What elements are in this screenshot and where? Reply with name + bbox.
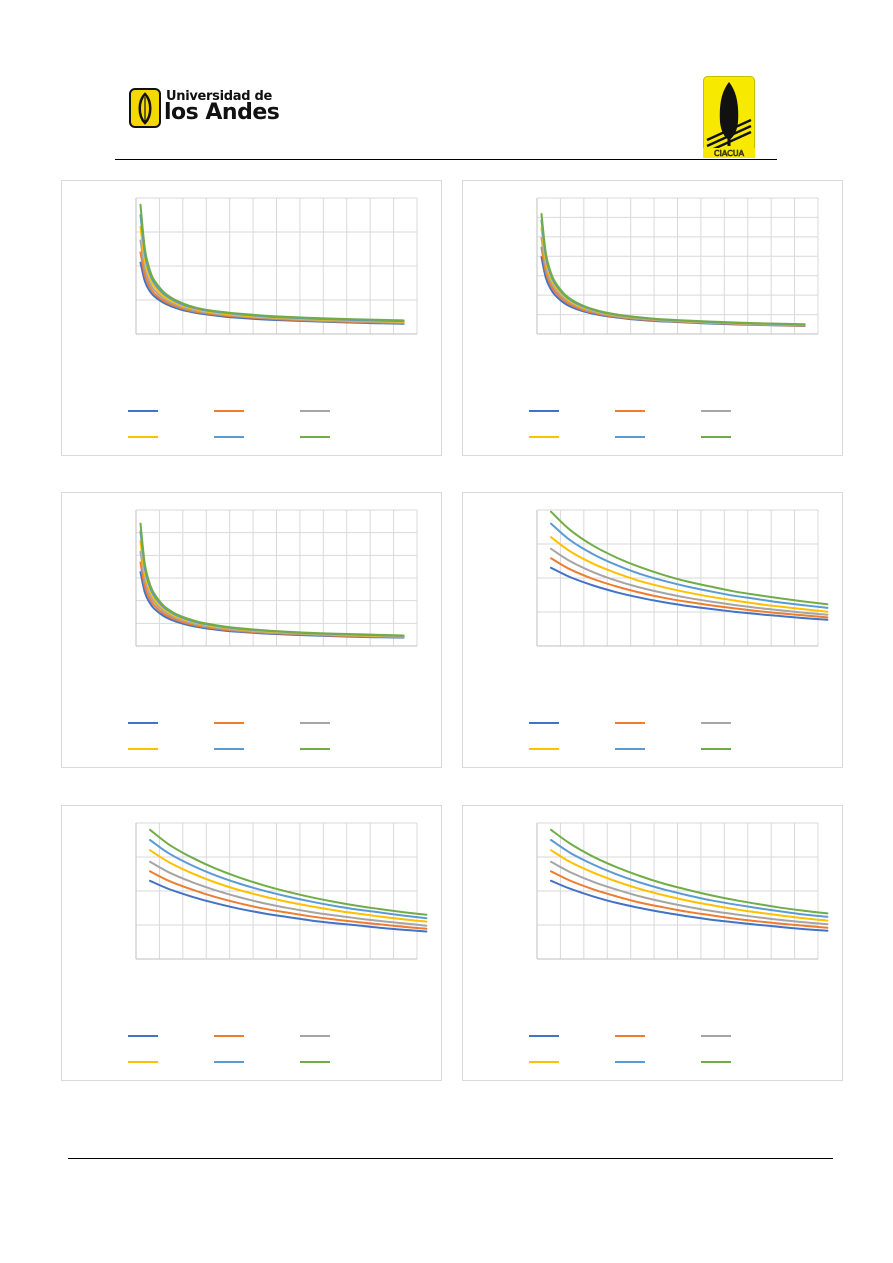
series-line-1: [139, 571, 405, 639]
chart-6: [529, 822, 829, 1063]
series-line-3: [139, 550, 405, 638]
series-line-2: [550, 557, 829, 619]
series-line-6: [149, 828, 428, 916]
chart-panel-4: [462, 492, 843, 768]
footer-divider: [68, 1158, 833, 1159]
chart-1: [128, 197, 418, 438]
logo-text-line2: los Andes: [164, 100, 280, 125]
logo-text-line1: Universidad de: [166, 89, 272, 104]
uniandes-logo: Universidad de los Andes: [129, 86, 280, 128]
chart-grid: [135, 197, 418, 335]
series-line-5: [550, 839, 829, 918]
chart-grid: [536, 197, 819, 335]
chart-3: [128, 509, 418, 750]
series-line-1: [540, 256, 806, 327]
chart-panel-3: [61, 492, 442, 768]
series-line-6: [550, 828, 829, 915]
series-line-3: [550, 547, 829, 616]
chart-grid: [536, 822, 819, 960]
chart-4: [529, 509, 829, 750]
series-line-3: [550, 860, 829, 926]
header-divider: [115, 159, 777, 160]
series-line-6: [139, 203, 405, 322]
series-line-2: [550, 870, 829, 929]
series-line-4: [550, 849, 829, 922]
uniandes-crest-icon: [129, 88, 161, 128]
chart-panel-2: [462, 180, 843, 456]
series-line-1: [149, 879, 428, 933]
series-line-6: [139, 522, 405, 637]
series-line-2: [149, 870, 428, 930]
series-line-1: [550, 879, 829, 932]
chart-grid: [135, 509, 418, 647]
series-line-4: [550, 536, 829, 613]
series-line-5: [550, 522, 829, 609]
series-line-1: [550, 566, 829, 621]
chart-panel-5: [61, 805, 442, 1081]
chart-5: [128, 822, 428, 1063]
chart-panel-6: [462, 805, 843, 1081]
research-group-logo: CIACUA: [703, 76, 755, 158]
cimoc-logo-text: CIACUA: [714, 149, 745, 158]
series-line-2: [139, 251, 405, 325]
series-line-6: [550, 510, 829, 606]
series-line-6: [540, 213, 806, 326]
chart-grid: [135, 822, 418, 960]
series-line-2: [540, 246, 806, 327]
series-line-2: [139, 561, 405, 639]
chart-2: [529, 197, 819, 438]
series-line-3: [540, 237, 806, 327]
series-line-3: [149, 860, 428, 927]
series-line-5: [149, 839, 428, 920]
series-line-1: [139, 261, 405, 325]
series-line-4: [149, 849, 428, 923]
chart-panel-1: [61, 180, 442, 456]
